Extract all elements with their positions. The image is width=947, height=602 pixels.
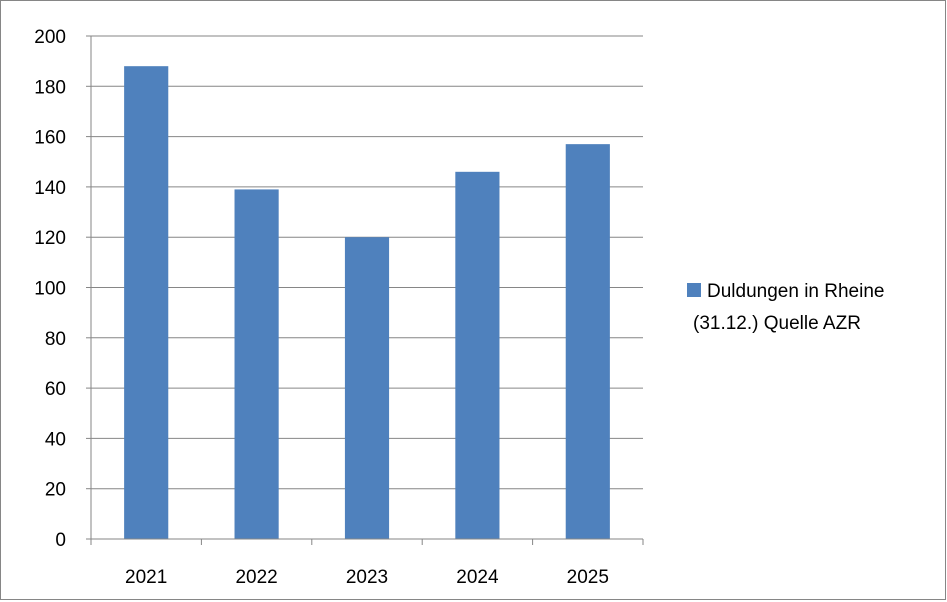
y-tick-labels: 0 20 40 60 80 100 120 140 160 180 200	[34, 27, 66, 551]
x-tick-label: 2022	[235, 567, 277, 588]
bar-2022	[234, 189, 279, 540]
y-tick-label: 0	[55, 530, 66, 551]
y-tick-label: 80	[45, 329, 66, 350]
x-tick-label: 2023	[346, 567, 388, 588]
y-tick-label: 40	[45, 429, 66, 450]
y-tick-label: 140	[34, 178, 66, 199]
legend: Duldungen in Rheine (31.12.) Quelle AZR	[687, 281, 884, 334]
x-tick-labels: 2021 2022 2023 2024 2025	[125, 567, 609, 588]
x-tick-label: 2021	[125, 567, 167, 588]
y-tick-label: 60	[45, 379, 66, 400]
y-tick-label: 20	[45, 480, 66, 501]
bars	[124, 66, 610, 540]
legend-label-line1: Duldungen in Rheine	[707, 281, 884, 302]
bar-2025	[565, 144, 610, 539]
x-tick-label: 2024	[456, 567, 499, 588]
y-tick-label: 120	[34, 228, 66, 249]
axes	[86, 35, 644, 545]
x-tick-label: 2025	[567, 567, 609, 588]
y-tick-label: 160	[34, 128, 66, 149]
bar-2024	[455, 171, 500, 539]
y-tick-label: 180	[34, 77, 66, 98]
legend-label-line2: (31.12.) Quelle AZR	[693, 313, 861, 334]
bar-2021	[124, 66, 169, 540]
y-tick-label: 100	[34, 279, 66, 300]
y-tick-label: 200	[34, 27, 66, 48]
bar-2023	[344, 237, 390, 539]
legend-swatch	[687, 283, 701, 297]
